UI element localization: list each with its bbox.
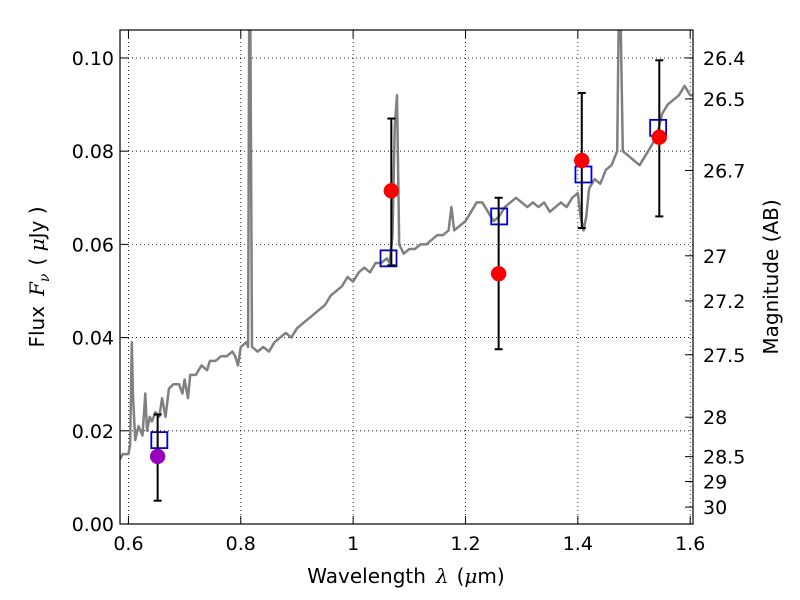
magnitude-tick-label: 27 <box>703 246 727 268</box>
model-photometry-square <box>379 249 398 268</box>
magnitude-tick-label: 28 <box>703 407 727 429</box>
x-tick-label: 1 <box>347 533 359 555</box>
observed-photometry-point <box>149 448 166 465</box>
observed-photometry-point <box>574 152 590 169</box>
y2-axis-label: Magnitude (AB) <box>759 199 783 354</box>
y-tick-label: 0.02 <box>72 421 114 443</box>
magnitude-tick-label: 26.7 <box>703 160 745 182</box>
x-tick-label: 0.8 <box>226 533 256 555</box>
plot-frame <box>119 29 694 525</box>
magnitude-tick-label: 27.2 <box>703 291 745 313</box>
model-photometry-square <box>150 431 169 450</box>
observed-photometry-series <box>149 59 668 502</box>
plot-marks <box>120 30 693 502</box>
magnitude-tick-label: 28.5 <box>703 447 745 469</box>
y-tick-label: 0.00 <box>72 514 114 536</box>
spectrum-line <box>120 30 693 460</box>
x-tick-label: 1.4 <box>563 533 593 555</box>
x-tick-label: 1.6 <box>675 533 705 555</box>
y-tick-label: 0.10 <box>72 48 114 70</box>
y-tick-label: 0.04 <box>72 328 114 350</box>
axis-ticks: 0.6 0.8 1 1.2 1.4 1.6 0.00 0.02 0.04 0.06 0.08 0.10… <box>72 30 745 555</box>
magnitude-tick-label: 27.5 <box>703 345 745 367</box>
observed-photometry-point <box>490 265 507 282</box>
magnitude-tick-label: 30 <box>703 497 727 519</box>
y-tick-label: 0.08 <box>72 141 114 163</box>
x-axis-label: Wavelength λ (μm) <box>307 564 504 588</box>
x-tick-label: 1.2 <box>450 533 480 555</box>
plot-background <box>120 30 693 524</box>
magnitude-tick-label: 26.4 <box>703 48 745 70</box>
y-axis-label: FluxFν( μJy ) <box>25 206 53 347</box>
observed-photometry-point <box>651 129 668 145</box>
x-tick-label: 0.6 <box>113 533 143 555</box>
y-tick-label: 0.06 <box>72 234 114 256</box>
observed-photometry-point <box>383 183 400 199</box>
magnitude-tick-label: 26.5 <box>703 89 745 111</box>
magnitude-tick-label: 29 <box>703 471 727 493</box>
